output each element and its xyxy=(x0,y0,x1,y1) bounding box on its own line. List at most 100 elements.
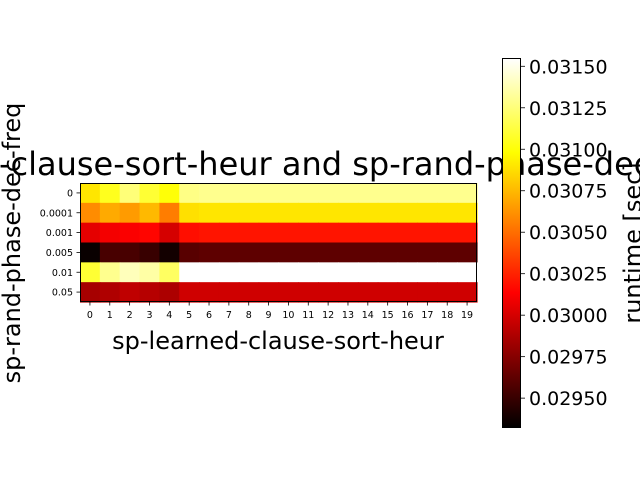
heatmap-cell xyxy=(298,222,319,244)
colorbar-label: runtime [sec] xyxy=(619,162,640,323)
heatmap-cell xyxy=(318,222,339,244)
heatmap-cell xyxy=(318,183,339,204)
heatmap-cell xyxy=(278,242,299,263)
heatmap-cell xyxy=(397,262,419,283)
heatmap-cell xyxy=(377,242,399,263)
heatmap-cell xyxy=(119,262,141,283)
heatmap-cell xyxy=(338,202,359,224)
heatmap-cell xyxy=(457,183,478,204)
heatmap-cell xyxy=(377,202,399,224)
heatmap-cell xyxy=(298,242,319,263)
heatmap-cell xyxy=(179,202,200,224)
heatmap-cell xyxy=(238,222,260,244)
heatmap-cell xyxy=(218,222,240,244)
heatmap-cell xyxy=(417,222,438,244)
chart-title: sp-learned-clause-sort-heur and sp-rand-… xyxy=(0,145,640,183)
y-tick-label: 0.0001 xyxy=(40,208,73,219)
heatmap-cell xyxy=(437,262,458,283)
heatmap-cell xyxy=(397,183,419,204)
x-tick-label: 14 xyxy=(362,310,374,321)
x-tick-label: 2 xyxy=(127,310,133,321)
heatmap-cell xyxy=(199,222,220,244)
colorbar xyxy=(502,58,521,428)
heatmap-cell xyxy=(80,183,101,204)
heatmap-cell xyxy=(397,222,419,244)
heatmap-cell xyxy=(278,183,299,204)
heatmap-cell xyxy=(80,282,101,303)
y-tick-label: 0.01 xyxy=(52,268,73,279)
heatmap-cell xyxy=(99,202,121,224)
heatmap-cell xyxy=(357,183,379,204)
heatmap-cell xyxy=(457,282,478,303)
heatmap-cell xyxy=(119,183,141,204)
heatmap-cell xyxy=(218,282,240,303)
colorbar-ticks: 0.02950 0.02975 0.03000 0.03025 0.03050 0.030… xyxy=(521,56,608,410)
heatmap-cell xyxy=(238,242,260,263)
heatmap-cell xyxy=(99,282,121,303)
heatmap-cell xyxy=(199,262,220,283)
heatmap-cell xyxy=(119,242,141,263)
heatmap-cell xyxy=(278,282,299,303)
x-tick-label: 16 xyxy=(401,310,413,321)
heatmap-cell xyxy=(80,222,101,244)
x-tick-label: 1 xyxy=(107,310,113,321)
x-tick-label: 13 xyxy=(342,310,354,321)
heatmap-cell xyxy=(199,282,220,303)
heatmap-cell xyxy=(457,202,478,224)
heatmap-cell xyxy=(417,242,438,263)
heatmap-cell xyxy=(238,282,260,303)
heatmap-cell xyxy=(437,183,458,204)
heatmap-cell xyxy=(179,242,200,263)
heatmap-cell xyxy=(179,282,200,303)
heatmap-cell xyxy=(357,222,379,244)
heatmap-cell xyxy=(318,242,339,263)
colorbar-tick-label: 0.02950 xyxy=(529,388,608,410)
heatmap-cell xyxy=(318,282,339,303)
heatmap-cell xyxy=(99,183,121,204)
heatmap-cell xyxy=(139,262,160,283)
y-tick-label: 0.05 xyxy=(52,288,73,299)
x-tick-label: 19 xyxy=(461,310,473,321)
heatmap-frame xyxy=(80,183,477,302)
heatmap-cell xyxy=(377,262,399,283)
heatmap-cell xyxy=(417,202,438,224)
heatmap-cell xyxy=(437,222,458,244)
heatmap-cell xyxy=(318,262,339,283)
heatmap-cell xyxy=(338,242,359,263)
heatmap-cell xyxy=(80,202,101,224)
heatmap-cell xyxy=(457,222,478,244)
x-tick-label: 6 xyxy=(206,310,212,321)
heatmap-cell xyxy=(258,202,280,224)
x-tick-label: 12 xyxy=(322,310,334,321)
heatmap-cell xyxy=(238,183,260,204)
heatmap-cell xyxy=(417,282,438,303)
heatmap-cell xyxy=(159,282,180,303)
heatmap-cell xyxy=(99,262,121,283)
heatmap-cell xyxy=(397,282,419,303)
colorbar-tick-label: 0.03050 xyxy=(529,222,608,244)
heatmap-cell xyxy=(218,262,240,283)
x-tick-label: 7 xyxy=(226,310,232,321)
heatmap-cell xyxy=(179,183,200,204)
heatmap-cell xyxy=(159,222,180,244)
x-tick-label: 3 xyxy=(146,310,152,321)
x-tick-label: 17 xyxy=(421,310,433,321)
heatmap-cell xyxy=(218,183,240,204)
heatmap-cell xyxy=(80,242,101,263)
x-axis-ticks: 0 1 2 3 4 5 6 7 8 9 10 11 12 13 14 15 16 17 18 19 xyxy=(87,302,473,321)
heatmap-cell xyxy=(238,202,260,224)
heatmap-cell xyxy=(119,202,141,224)
colorbar-tick-label: 0.03025 xyxy=(529,264,608,286)
y-tick-label: 0.005 xyxy=(46,248,73,259)
heatmap-cell xyxy=(159,183,180,204)
heatmap-cell xyxy=(457,242,478,263)
heatmap-cell xyxy=(338,262,359,283)
x-tick-label: 11 xyxy=(302,310,314,321)
colorbar-tick-label: 0.03075 xyxy=(529,181,608,203)
heatmap-cells xyxy=(80,183,478,303)
x-tick-label: 4 xyxy=(166,310,172,321)
heatmap-cell xyxy=(179,262,200,283)
heatmap-cell xyxy=(258,242,280,263)
heatmap-cell xyxy=(397,202,419,224)
heatmap-cell xyxy=(298,262,319,283)
